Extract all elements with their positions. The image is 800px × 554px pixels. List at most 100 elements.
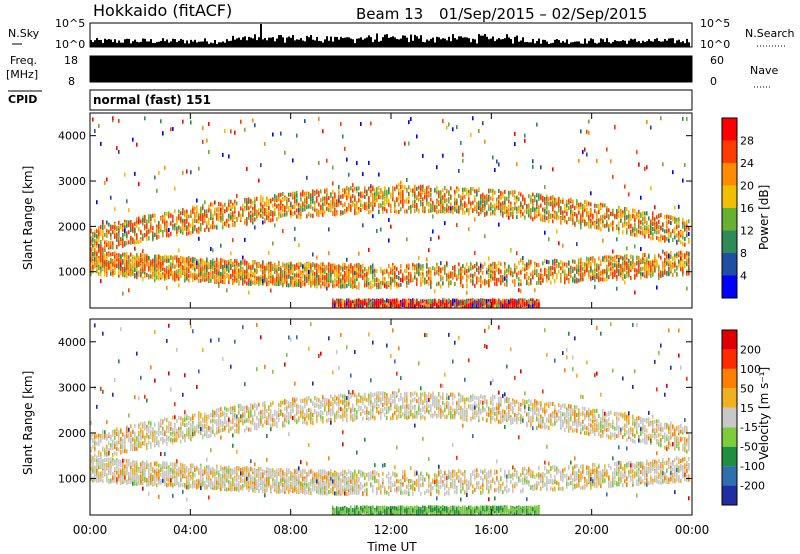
echo-cell [514, 131, 516, 136]
nsky-bar [158, 41, 160, 47]
echo-cell [440, 200, 442, 205]
nsky-bar [260, 23, 262, 47]
echo-cell [148, 216, 150, 221]
nsky-bar [522, 37, 524, 47]
nsky-bar [388, 37, 390, 47]
echo-cell [292, 269, 294, 274]
echo-cell [126, 199, 128, 204]
echo-cell [118, 230, 120, 235]
echo-cell [242, 210, 244, 215]
echo-cell [148, 274, 150, 279]
echo-cell [166, 265, 168, 270]
nsky-bar [378, 41, 380, 47]
echo-cell [96, 266, 98, 271]
echo-cell [124, 242, 126, 247]
echo-cell [468, 211, 470, 216]
echo-cell [274, 194, 276, 199]
echo-cell [420, 276, 422, 281]
echo-cell [354, 186, 356, 191]
echo-cell [182, 257, 184, 262]
echo-cell [386, 192, 388, 197]
nsky-bar [678, 39, 680, 47]
echo-cell [200, 258, 202, 263]
echo-cell [290, 192, 292, 197]
echo-cell [412, 263, 414, 268]
echo-cell [428, 304, 430, 309]
echo-cell [238, 280, 240, 285]
echo-cell [354, 278, 356, 283]
echo-cell [500, 280, 502, 285]
echo-cell [448, 283, 450, 288]
echo-cell [358, 303, 360, 308]
echo-cell [180, 211, 182, 216]
echo-cell [192, 229, 194, 234]
freq-unit: [MHz] [6, 68, 38, 81]
echo-cell [280, 131, 282, 136]
echo-cell [116, 237, 118, 242]
echo-cell [220, 261, 222, 266]
echo-cell [118, 225, 120, 230]
echo-cell [416, 186, 418, 191]
echo-cell [348, 206, 350, 211]
echo-cell [328, 280, 330, 285]
echo-cell [390, 276, 392, 281]
nsky-bar [362, 39, 364, 47]
echo-cell [504, 197, 506, 202]
echo-cell [508, 190, 510, 195]
echo-cell [422, 190, 424, 195]
echo-cell [342, 188, 344, 193]
echo-cell [152, 258, 154, 263]
echo-cell [126, 252, 128, 257]
echo-cell [438, 235, 440, 240]
echo-cell [196, 219, 198, 224]
nsky-bar [90, 40, 92, 47]
echo-cell [446, 303, 448, 308]
echo-cell [114, 225, 116, 230]
echo-cell [456, 186, 458, 191]
nsky-bar [186, 40, 188, 47]
echo-cell [470, 303, 472, 308]
echo-cell [282, 191, 284, 196]
echo-cell [316, 255, 318, 260]
echo-cell [362, 204, 364, 209]
echo-cell [212, 225, 214, 230]
echo-cell [304, 206, 306, 211]
echo-cell [160, 228, 162, 233]
echo-cell [478, 300, 480, 305]
echo-cell [272, 241, 274, 246]
echo-cell [352, 279, 354, 284]
nsky-bar [130, 43, 132, 47]
echo-cell [488, 283, 490, 288]
nsky-bar [366, 37, 368, 47]
echo-cell [158, 271, 160, 276]
echo-cell [90, 258, 92, 263]
echo-cell [182, 268, 184, 273]
echo-cell [454, 197, 456, 202]
echo-cell [368, 270, 370, 275]
echo-cell [232, 269, 234, 274]
echo-cell [110, 241, 112, 246]
nsky-bar [376, 33, 378, 47]
echo-cell [474, 299, 476, 304]
echo-cell [228, 202, 230, 207]
nsky-bar [652, 41, 654, 47]
echo-cell [310, 204, 312, 209]
echo-cell [214, 200, 216, 205]
echo-cell [470, 278, 472, 283]
echo-cell [160, 264, 162, 269]
nsky-bar [318, 40, 320, 47]
echo-cell [438, 190, 440, 195]
echo-cell [426, 190, 428, 195]
echo-cell [136, 223, 138, 228]
echo-cell [214, 270, 216, 275]
echo-cell [174, 272, 176, 277]
nsky-bar [672, 38, 674, 47]
echo-cell [148, 236, 150, 241]
echo-cell [132, 226, 134, 231]
echo-cell [176, 271, 178, 276]
echo-cell [182, 219, 184, 224]
echo-cell [228, 273, 230, 278]
echo-cell [144, 214, 146, 219]
echo-cell [434, 289, 436, 294]
echo-cell [328, 262, 330, 267]
